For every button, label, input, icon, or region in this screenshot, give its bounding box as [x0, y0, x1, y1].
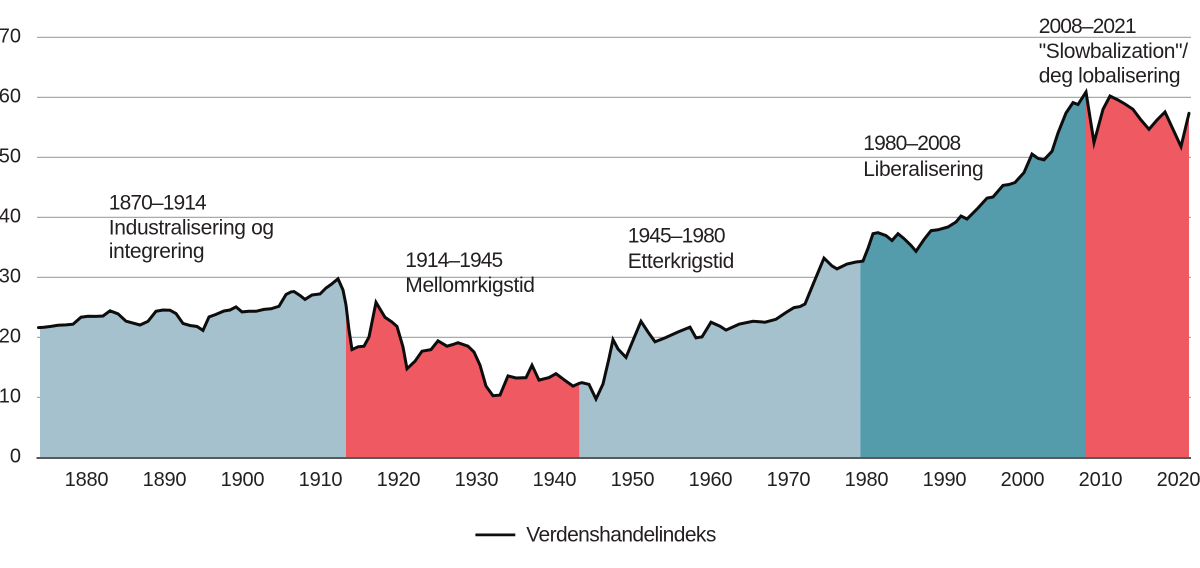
svg-text:1990: 1990 — [923, 469, 967, 491]
svg-text:1950: 1950 — [611, 469, 655, 491]
svg-text:1914–1945: 1914–1945 — [405, 249, 502, 272]
svg-text:Industralisering og: Industralisering og — [109, 217, 274, 240]
svg-text:40: 40 — [0, 205, 21, 227]
svg-text:1945–1980: 1945–1980 — [628, 225, 725, 248]
svg-text:70: 70 — [0, 25, 21, 47]
svg-text:Liberalisering: Liberalisering — [863, 158, 983, 181]
svg-text:Verdenshandelindeks: Verdenshandelindeks — [526, 524, 716, 547]
svg-text:integrering: integrering — [109, 240, 204, 263]
svg-text:20: 20 — [0, 325, 21, 347]
svg-text:2000: 2000 — [1001, 469, 1045, 491]
svg-text:60: 60 — [0, 85, 21, 107]
svg-text:Mellomrkigstid: Mellomrkigstid — [405, 274, 534, 297]
svg-text:0: 0 — [10, 445, 21, 467]
svg-text:10: 10 — [0, 385, 21, 407]
svg-text:2010: 2010 — [1079, 469, 1123, 491]
svg-text:50: 50 — [0, 145, 21, 167]
svg-text:Etterkrigstid: Etterkrigstid — [628, 250, 734, 273]
svg-text:deg lobalisering: deg lobalisering — [1039, 65, 1181, 88]
svg-text:2008–2021: 2008–2021 — [1039, 15, 1136, 38]
svg-text:1980–2008: 1980–2008 — [863, 132, 960, 155]
svg-text:1900: 1900 — [221, 469, 265, 491]
svg-text:1960: 1960 — [689, 469, 733, 491]
svg-text:1980: 1980 — [845, 469, 889, 491]
svg-text:30: 30 — [0, 265, 21, 287]
svg-text:1930: 1930 — [455, 469, 499, 491]
svg-text:1910: 1910 — [299, 469, 343, 491]
svg-text:1920: 1920 — [377, 469, 421, 491]
svg-text:2020: 2020 — [1157, 469, 1200, 491]
svg-text:1940: 1940 — [533, 469, 577, 491]
svg-text:1970: 1970 — [767, 469, 811, 491]
svg-text:1890: 1890 — [143, 469, 187, 491]
svg-text:1870–1914: 1870–1914 — [109, 192, 207, 215]
svg-text:"Slowbalization"/: "Slowbalization"/ — [1039, 40, 1189, 63]
svg-text:1880: 1880 — [65, 469, 109, 491]
